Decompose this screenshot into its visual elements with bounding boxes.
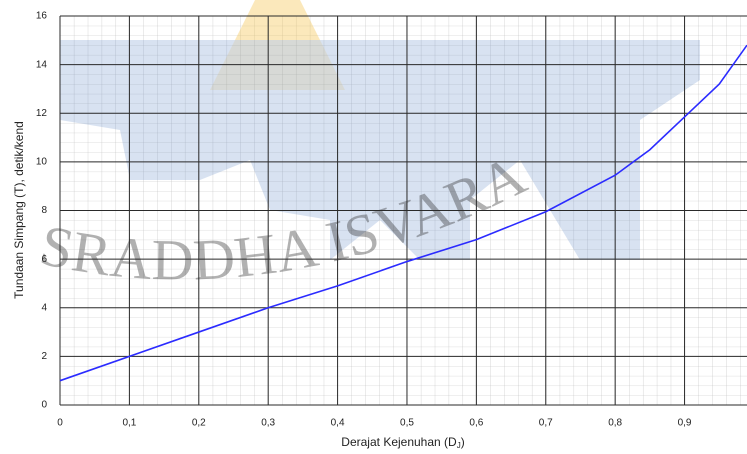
x-tick-label: 0	[57, 418, 63, 429]
y-tick-label: 8	[41, 205, 47, 216]
x-tick-label: 0,5	[400, 418, 414, 429]
x-tick-label: 0,9	[678, 418, 692, 429]
x-tick-label: 0,3	[261, 418, 275, 429]
x-label-main: Derajat Kejenuhan (D	[341, 435, 457, 449]
page: SRADDHA ISVARA Tundaan Simpang (T), deti…	[0, 0, 747, 454]
y-tick-label: 0	[41, 400, 47, 411]
x-tick-label: 0,8	[608, 418, 622, 429]
y-tick-label: 12	[36, 108, 48, 119]
x-tick-label: 0,2	[192, 418, 206, 429]
y-tick-label: 16	[36, 11, 48, 22]
x-axis-label: Derajat Kejenuhan (DJ)	[341, 435, 464, 450]
x-label-end: )	[461, 435, 465, 449]
x-tick-label: 0,6	[469, 418, 483, 429]
y-tick-label: 2	[41, 351, 47, 362]
y-axis-label: Tundaan Simpang (T), detik/kend	[12, 121, 26, 299]
x-tick-label: 0,4	[331, 418, 345, 429]
y-tick-label: 4	[41, 302, 47, 313]
x-tick-label: 0,1	[122, 418, 136, 429]
y-tick-label: 14	[36, 59, 48, 70]
x-tick-label: 0,7	[539, 418, 553, 429]
y-tick-label: 6	[41, 254, 47, 265]
chart: SRADDHA ISVARA Tundaan Simpang (T), deti…	[0, 0, 747, 454]
y-tick-label: 10	[36, 157, 48, 168]
